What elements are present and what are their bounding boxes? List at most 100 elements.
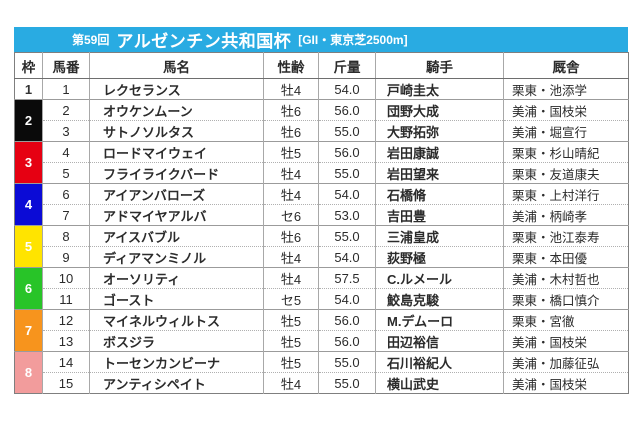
title-bar: 第59回 アルゼンチン共和国杯 [GII・東京芝2500m] (14, 27, 628, 52)
col-header-sex-age: 性齢 (263, 52, 319, 79)
sex-age: 牡4 (263, 78, 319, 100)
horse-number: 9 (42, 246, 90, 268)
race-round: 第59回 (72, 33, 110, 47)
horse-name: オーソリティ (89, 267, 264, 289)
table-row: 8 14 トーセンカンビーナ 牡5 55.0 石川裕紀人 美浦・加藤征弘 (14, 351, 629, 394)
weight: 55.0 (318, 162, 376, 184)
horse-name: フライライクバード (89, 162, 264, 184)
col-header-jockey: 騎手 (375, 52, 504, 79)
stable: 美浦・国枝栄 (503, 372, 629, 394)
jockey: 田辺裕信 (375, 330, 504, 352)
col-header-number: 馬番 (42, 52, 90, 79)
frame-badge: 7 (14, 309, 43, 352)
weight: 54.0 (318, 246, 376, 268)
header-row: 枠 馬番 馬名 性齢 斤量 騎手 厩舎 (14, 52, 629, 79)
stable: 栗東・池添学 (503, 78, 629, 100)
sex-age: 牡6 (263, 99, 319, 121)
frame-badge: 1 (14, 78, 43, 100)
table-row: 3 4 ロードマイウェイ 牡5 56.0 岩田康誠 栗東・杉山晴紀 (14, 141, 629, 184)
horse-name: トーセンカンビーナ (89, 351, 264, 373)
race-title: アルゼンチン共和国杯 (116, 32, 292, 51)
table-row: 7 アドマイヤアルバ セ6 53.0 吉田豊 美浦・柄崎孝 (15, 204, 629, 226)
weight: 53.0 (318, 204, 376, 226)
stable: 栗東・宮徹 (503, 309, 629, 331)
horse-number: 3 (42, 120, 90, 142)
jockey: 岩田望来 (375, 162, 504, 184)
sex-age: 牡5 (263, 309, 319, 331)
table-row: 7 12 マイネルウィルトス 牡5 56.0 M.デムーロ 栗東・宮徹 (14, 309, 629, 352)
horse-name: ロードマイウェイ (89, 141, 264, 163)
sex-age: 牡5 (263, 351, 319, 373)
entries-table: 枠 馬番 馬名 性齢 斤量 騎手 厩舎 1 1 レクセランス 牡4 54.0 戸… (14, 52, 629, 394)
frame-badge: 5 (14, 225, 43, 268)
horse-name: アドマイヤアルバ (89, 204, 264, 226)
sex-age: 牡4 (263, 183, 319, 205)
jockey: 鮫島克駿 (375, 288, 504, 310)
horse-number: 15 (42, 372, 90, 394)
horse-number: 10 (42, 267, 90, 289)
weight: 56.0 (318, 309, 376, 331)
table-row: 5 フライライクバード 牡4 55.0 岩田望来 栗東・友道康夫 (15, 162, 629, 184)
horse-name: オウケンムーン (89, 99, 264, 121)
horse-number: 2 (42, 99, 90, 121)
stable: 美浦・国枝栄 (503, 99, 629, 121)
jockey: C.ルメール (375, 267, 504, 289)
horse-name: アンティシペイト (89, 372, 264, 394)
table-row: 6 10 オーソリティ 牡4 57.5 C.ルメール 美浦・木村哲也 (14, 267, 629, 310)
weight: 55.0 (318, 351, 376, 373)
col-header-stable: 厩舎 (503, 52, 629, 79)
col-header-horse: 馬名 (89, 52, 264, 79)
table-row: 11 ゴースト セ5 54.0 鮫島克駿 栗東・橋口慎介 (15, 288, 629, 310)
horse-name: ボスジラ (89, 330, 264, 352)
weight: 56.0 (318, 141, 376, 163)
sex-age: セ5 (263, 288, 319, 310)
stable: 栗東・友道康夫 (503, 162, 629, 184)
table-row: 3 サトノソルタス 牡6 55.0 大野拓弥 美浦・堀宣行 (15, 120, 629, 142)
col-header-weight: 斤量 (318, 52, 376, 79)
col-header-frame: 枠 (14, 52, 43, 79)
race-conditions: [GII・東京芝2500m] (298, 33, 408, 47)
horse-name: アイアンバローズ (89, 183, 264, 205)
stable: 美浦・木村哲也 (503, 267, 629, 289)
weight: 55.0 (318, 372, 376, 394)
sex-age: 牡4 (263, 267, 319, 289)
horse-number: 14 (42, 351, 90, 373)
table-row: 9 ディアマンミノル 牡4 54.0 荻野極 栗東・本田優 (15, 246, 629, 268)
frame-badge: 3 (14, 141, 43, 184)
jockey: 戸崎圭太 (375, 78, 504, 100)
table-row: 15 アンティシペイト 牡4 55.0 横山武史 美浦・国枝栄 (15, 372, 629, 394)
horse-number: 4 (42, 141, 90, 163)
jockey: 大野拓弥 (375, 120, 504, 142)
jockey: M.デムーロ (375, 309, 504, 331)
frame-badge: 4 (14, 183, 43, 226)
horse-name: ディアマンミノル (89, 246, 264, 268)
jockey: 吉田豊 (375, 204, 504, 226)
sex-age: 牡6 (263, 120, 319, 142)
table-row: 2 2 オウケンムーン 牡6 56.0 団野大成 美浦・国枝栄 (14, 99, 629, 142)
horse-name: レクセランス (89, 78, 264, 100)
horse-number: 8 (42, 225, 90, 247)
jockey: 石橋脩 (375, 183, 504, 205)
horse-number: 1 (42, 78, 90, 100)
table-row: 4 6 アイアンバローズ 牡4 54.0 石橋脩 栗東・上村洋行 (14, 183, 629, 226)
horse-number: 6 (42, 183, 90, 205)
jockey: 三浦皇成 (375, 225, 504, 247)
stable: 美浦・柄崎孝 (503, 204, 629, 226)
jockey: 横山武史 (375, 372, 504, 394)
stable: 栗東・上村洋行 (503, 183, 629, 205)
horse-name: ゴースト (89, 288, 264, 310)
horse-number: 12 (42, 309, 90, 331)
race-card: 第59回 アルゼンチン共和国杯 [GII・東京芝2500m] 枠 馬番 馬名 性… (14, 27, 629, 394)
weight: 54.0 (318, 183, 376, 205)
frame-badge: 6 (14, 267, 43, 310)
stable: 栗東・本田優 (503, 246, 629, 268)
horse-name: マイネルウィルトス (89, 309, 264, 331)
sex-age: 牡4 (263, 372, 319, 394)
weight: 57.5 (318, 267, 376, 289)
weight: 54.0 (318, 288, 376, 310)
stable: 美浦・堀宣行 (503, 120, 629, 142)
stable: 栗東・池江泰寿 (503, 225, 629, 247)
horse-number: 5 (42, 162, 90, 184)
sex-age: 牡5 (263, 141, 319, 163)
